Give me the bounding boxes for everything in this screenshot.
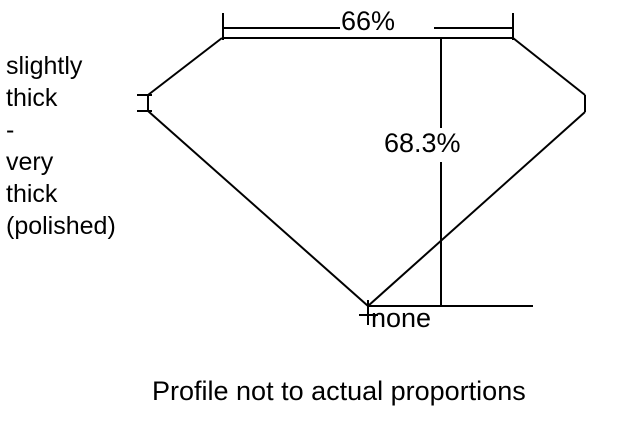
diagram-caption: Profile not to actual proportions — [152, 376, 526, 406]
crown-facet-left — [147, 37, 223, 96]
table-percent-label: 66% — [341, 6, 396, 36]
crown-facet-right — [512, 37, 586, 96]
pavilion-facet-left — [147, 110, 369, 307]
depth-percent-label: 68.3% — [384, 128, 461, 158]
culet-size-label: none — [371, 303, 432, 333]
pavilion-facet-right — [367, 111, 586, 307]
girdle-thickness-label: slightly thick - very thick (polished) — [6, 52, 116, 240]
